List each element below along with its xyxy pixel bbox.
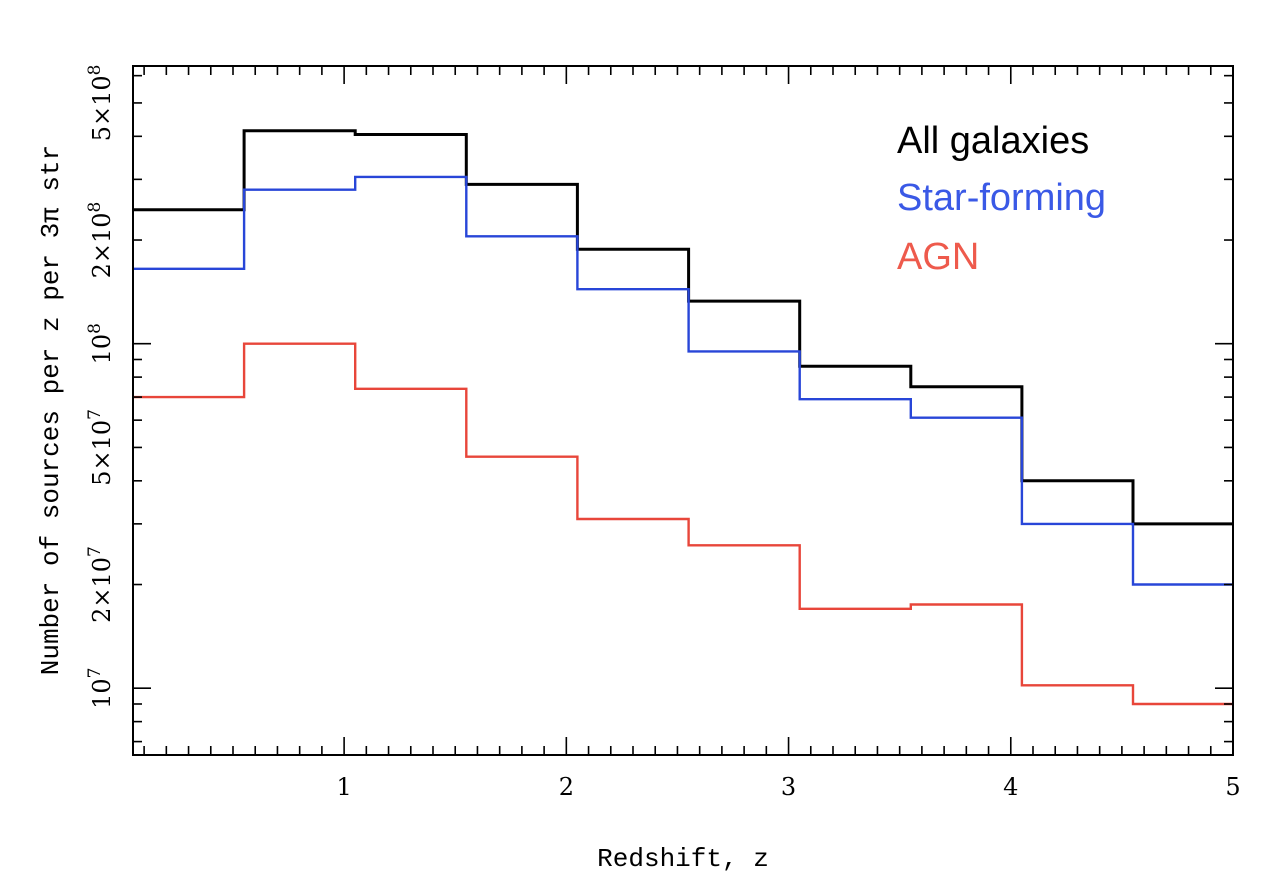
x-tick-label: 2 bbox=[559, 773, 574, 801]
x-tick-labels: 1 2 3 4 5 bbox=[336, 773, 1240, 801]
series-agn bbox=[133, 342, 1233, 706]
y-tick-label: 108 bbox=[85, 323, 116, 364]
legend-all-galaxies: All galaxies bbox=[897, 120, 1089, 162]
x-tick-label: 3 bbox=[781, 773, 796, 801]
y-tick-label: 5×108 bbox=[85, 65, 116, 142]
y-tick-label: 107 bbox=[85, 668, 116, 709]
x-axis-title: Redshift, z bbox=[597, 844, 769, 874]
ticks-layer bbox=[133, 66, 1234, 755]
legend: All galaxies Star-forming AGN bbox=[897, 120, 1106, 278]
y-axis-title: Number of sources per z per 3π str bbox=[36, 145, 66, 676]
series-star-forming bbox=[133, 175, 1233, 586]
plot-frame bbox=[132, 65, 1234, 756]
x-tick-label: 4 bbox=[1003, 773, 1018, 801]
x-tick-label: 5 bbox=[1225, 773, 1240, 801]
x-tick-label: 1 bbox=[336, 773, 351, 801]
y-tick-label: 2×107 bbox=[85, 546, 116, 623]
y-tick-labels: 107 2×107 5×107 108 2×108 5×108 bbox=[85, 65, 116, 709]
series-layer bbox=[133, 129, 1233, 706]
y-tick-label: 2×108 bbox=[85, 202, 116, 279]
legend-star-forming: Star-forming bbox=[897, 177, 1106, 219]
legend-agn: AGN bbox=[897, 236, 979, 278]
y-tick-label: 5×107 bbox=[85, 409, 116, 486]
